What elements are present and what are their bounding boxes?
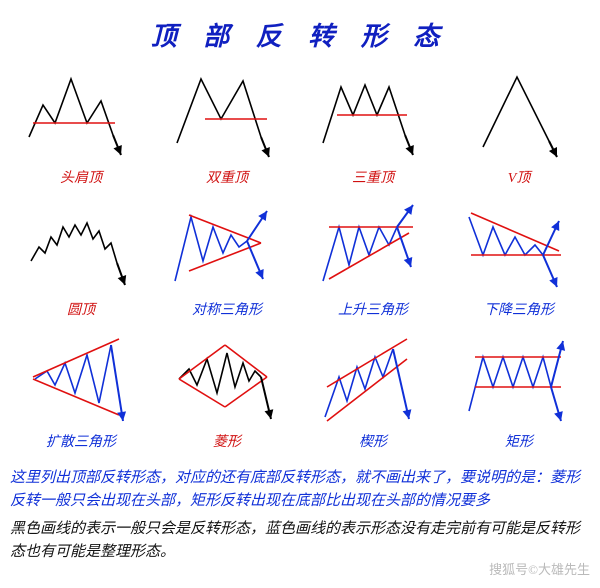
pattern-label-ascending_triangle: 上升三角形	[338, 299, 408, 319]
description-black: 黑色画线的表示一般只会是反转形态，蓝色画线的表示形态没有走完前有可能是反转形态也…	[10, 518, 590, 563]
pattern-svg-diamond	[162, 329, 292, 429]
pattern-rectangle: 矩形	[448, 329, 590, 457]
pattern-grid: 头肩顶 双重顶 三重顶 V顶圆顶 对称三角形 上升三角形 下降三角形扩散三角形 菱形 楔形 矩形	[10, 65, 590, 457]
pattern-ascending_triangle: 上升三角形	[302, 197, 444, 325]
pattern-triple_top: 三重顶	[302, 65, 444, 193]
pattern-label-diamond: 菱形	[213, 431, 241, 451]
pattern-wedge: 楔形	[302, 329, 444, 457]
pattern-svg-round_top	[16, 197, 146, 297]
pattern-svg-symmetric_triangle	[162, 197, 292, 297]
pattern-svg-triple_top	[308, 65, 438, 165]
pattern-descending_triangle: 下降三角形	[448, 197, 590, 325]
pattern-label-v_top: V顶	[508, 167, 531, 187]
pattern-label-head_shoulders: 头肩顶	[60, 167, 102, 187]
pattern-svg-descending_triangle	[454, 197, 584, 297]
pattern-label-triple_top: 三重顶	[352, 167, 394, 187]
pattern-label-descending_triangle: 下降三角形	[484, 299, 554, 319]
page-title: 顶 部 反 转 形 态	[10, 16, 590, 53]
pattern-round_top: 圆顶	[10, 197, 152, 325]
pattern-svg-ascending_triangle	[308, 197, 438, 297]
pattern-label-double_top: 双重顶	[206, 167, 248, 187]
watermark: 搜狐号©大雄先生	[10, 559, 590, 578]
pattern-svg-wedge	[308, 329, 438, 429]
pattern-symmetric_triangle: 对称三角形	[156, 197, 298, 325]
pattern-double_top: 双重顶	[156, 65, 298, 193]
pattern-label-symmetric_triangle: 对称三角形	[192, 299, 262, 319]
pattern-svg-double_top	[162, 65, 292, 165]
pattern-label-wedge: 楔形	[359, 431, 387, 451]
pattern-label-rectangle: 矩形	[505, 431, 533, 451]
pattern-head_shoulders: 头肩顶	[10, 65, 152, 193]
pattern-svg-rectangle	[454, 329, 584, 429]
pattern-diamond: 菱形	[156, 329, 298, 457]
description-blue: 这里列出顶部反转形态，对应的还有底部反转形态，就不画出来了，要说明的是：菱形反转…	[10, 467, 590, 512]
pattern-expanding_triangle: 扩散三角形	[10, 329, 152, 457]
pattern-svg-head_shoulders	[16, 65, 146, 165]
pattern-v_top: V顶	[448, 65, 590, 193]
pattern-label-round_top: 圆顶	[67, 299, 95, 319]
pattern-label-expanding_triangle: 扩散三角形	[46, 431, 116, 451]
pattern-svg-v_top	[454, 65, 584, 165]
pattern-svg-expanding_triangle	[16, 329, 146, 429]
